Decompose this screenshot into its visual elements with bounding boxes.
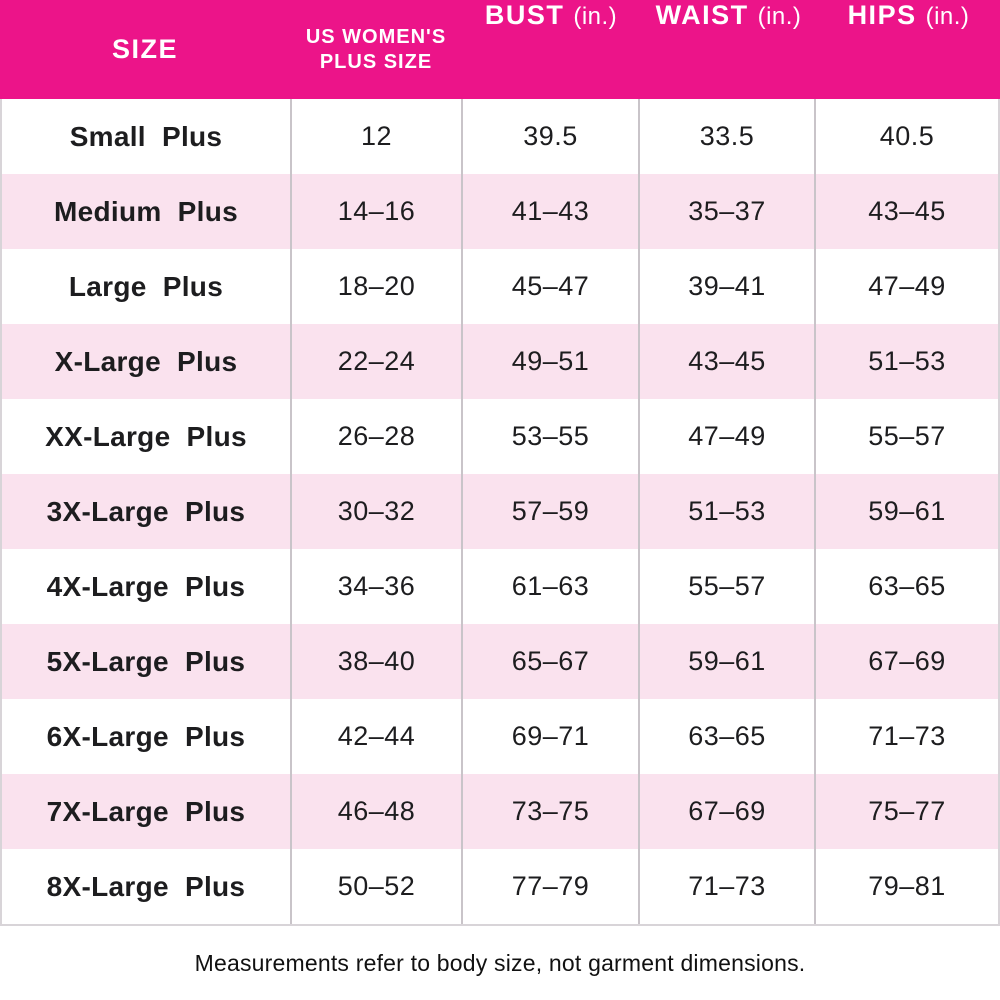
cell-size: 5X-Large Plus xyxy=(46,645,246,677)
cell-hips: 79–81 xyxy=(814,849,998,924)
table-header-row: SIZE US WOMEN'S PLUS SIZE BUST (in.) WAI… xyxy=(0,0,1000,99)
cell-size: X-Large Plus xyxy=(54,345,238,377)
cell-hips: 75–77 xyxy=(814,774,998,849)
cell-hips: 51–53 xyxy=(814,324,998,399)
column-header-size: SIZE xyxy=(0,0,290,99)
cell-size: 8X-Large Plus xyxy=(46,870,246,902)
table-row: 5X-Large Plus 38–40 65–67 59–61 67–69 xyxy=(2,624,998,699)
cell-hips: 71–73 xyxy=(814,699,998,774)
table-row: 6X-Large Plus 42–44 69–71 63–65 71–73 xyxy=(2,699,998,774)
cell-hips: 55–57 xyxy=(814,399,998,474)
cell-us-plus-size: 18–20 xyxy=(290,249,461,324)
cell-waist: 47–49 xyxy=(638,399,814,474)
table-body: Small Plus 12 39.5 33.5 40.5 Medium Plus… xyxy=(0,99,1000,926)
cell-hips: 47–49 xyxy=(814,249,998,324)
cell-waist: 67–69 xyxy=(638,774,814,849)
cell-bust: 57–59 xyxy=(461,474,638,549)
cell-us-plus-size: 42–44 xyxy=(290,699,461,774)
cell-size: 6X-Large Plus xyxy=(46,720,246,752)
table-row: 4X-Large Plus 34–36 61–63 55–57 63–65 xyxy=(2,549,998,624)
cell-bust: 61–63 xyxy=(461,549,638,624)
cell-waist: 59–61 xyxy=(638,624,814,699)
column-header-bust-unit: (in.) xyxy=(573,3,618,30)
column-header-waist: WAIST (in.) xyxy=(640,0,817,99)
column-header-hips: HIPS (in.) xyxy=(817,0,1000,99)
cell-size: 4X-Large Plus xyxy=(46,570,246,602)
cell-size: Large Plus xyxy=(68,270,224,302)
column-header-waist-unit: (in.) xyxy=(757,3,802,30)
cell-hips: 67–69 xyxy=(814,624,998,699)
cell-bust: 65–67 xyxy=(461,624,638,699)
cell-waist: 55–57 xyxy=(638,549,814,624)
cell-size: 3X-Large Plus xyxy=(46,495,246,527)
column-header-us-plus-size-line1: US WOMEN'S xyxy=(305,26,447,49)
cell-hips: 59–61 xyxy=(814,474,998,549)
cell-waist: 63–65 xyxy=(638,699,814,774)
cell-size: XX-Large Plus xyxy=(45,420,247,452)
cell-bust: 53–55 xyxy=(461,399,638,474)
cell-us-plus-size: 22–24 xyxy=(290,324,461,399)
cell-waist: 43–45 xyxy=(638,324,814,399)
cell-waist: 33.5 xyxy=(638,99,814,174)
table-row: 8X-Large Plus 50–52 77–79 71–73 79–81 xyxy=(2,849,998,924)
column-header-bust: BUST (in.) xyxy=(462,0,640,99)
table-row: XX-Large Plus 26–28 53–55 47–49 55–57 xyxy=(2,399,998,474)
cell-waist: 71–73 xyxy=(638,849,814,924)
cell-bust: 39.5 xyxy=(461,99,638,174)
column-header-size-label: SIZE xyxy=(111,34,178,64)
table-row: Medium Plus 14–16 41–43 35–37 43–45 xyxy=(2,174,998,249)
column-header-us-plus-size: US WOMEN'S PLUS SIZE xyxy=(290,0,462,99)
cell-us-plus-size: 34–36 xyxy=(290,549,461,624)
cell-waist: 39–41 xyxy=(638,249,814,324)
column-header-us-plus-size-line2: PLUS SIZE xyxy=(319,50,433,73)
cell-bust: 41–43 xyxy=(461,174,638,249)
cell-size: Small Plus xyxy=(69,120,223,152)
cell-us-plus-size: 50–52 xyxy=(290,849,461,924)
table-row: X-Large Plus 22–24 49–51 43–45 51–53 xyxy=(2,324,998,399)
cell-bust: 45–47 xyxy=(461,249,638,324)
table-row: Large Plus 18–20 45–47 39–41 47–49 xyxy=(2,249,998,324)
cell-us-plus-size: 14–16 xyxy=(290,174,461,249)
cell-us-plus-size: 46–48 xyxy=(290,774,461,849)
column-header-bust-label: BUST xyxy=(484,0,565,30)
cell-hips: 43–45 xyxy=(814,174,998,249)
cell-us-plus-size: 12 xyxy=(290,99,461,174)
footnote: Measurements refer to body size, not gar… xyxy=(194,949,806,976)
column-header-hips-label: HIPS xyxy=(847,0,917,30)
table-row: Small Plus 12 39.5 33.5 40.5 xyxy=(2,99,998,174)
cell-size: 7X-Large Plus xyxy=(46,795,246,827)
cell-us-plus-size: 30–32 xyxy=(290,474,461,549)
cell-bust: 49–51 xyxy=(461,324,638,399)
cell-hips: 40.5 xyxy=(814,99,998,174)
cell-us-plus-size: 38–40 xyxy=(290,624,461,699)
cell-bust: 73–75 xyxy=(461,774,638,849)
cell-us-plus-size: 26–28 xyxy=(290,399,461,474)
cell-waist: 51–53 xyxy=(638,474,814,549)
column-header-hips-unit: (in.) xyxy=(925,3,970,30)
table-row: 3X-Large Plus 30–32 57–59 51–53 59–61 xyxy=(2,474,998,549)
cell-hips: 63–65 xyxy=(814,549,998,624)
cell-waist: 35–37 xyxy=(638,174,814,249)
table-row: 7X-Large Plus 46–48 73–75 67–69 75–77 xyxy=(2,774,998,849)
column-header-waist-label: WAIST xyxy=(655,0,749,30)
cell-size: Medium Plus xyxy=(54,195,238,227)
cell-bust: 69–71 xyxy=(461,699,638,774)
cell-bust: 77–79 xyxy=(461,849,638,924)
